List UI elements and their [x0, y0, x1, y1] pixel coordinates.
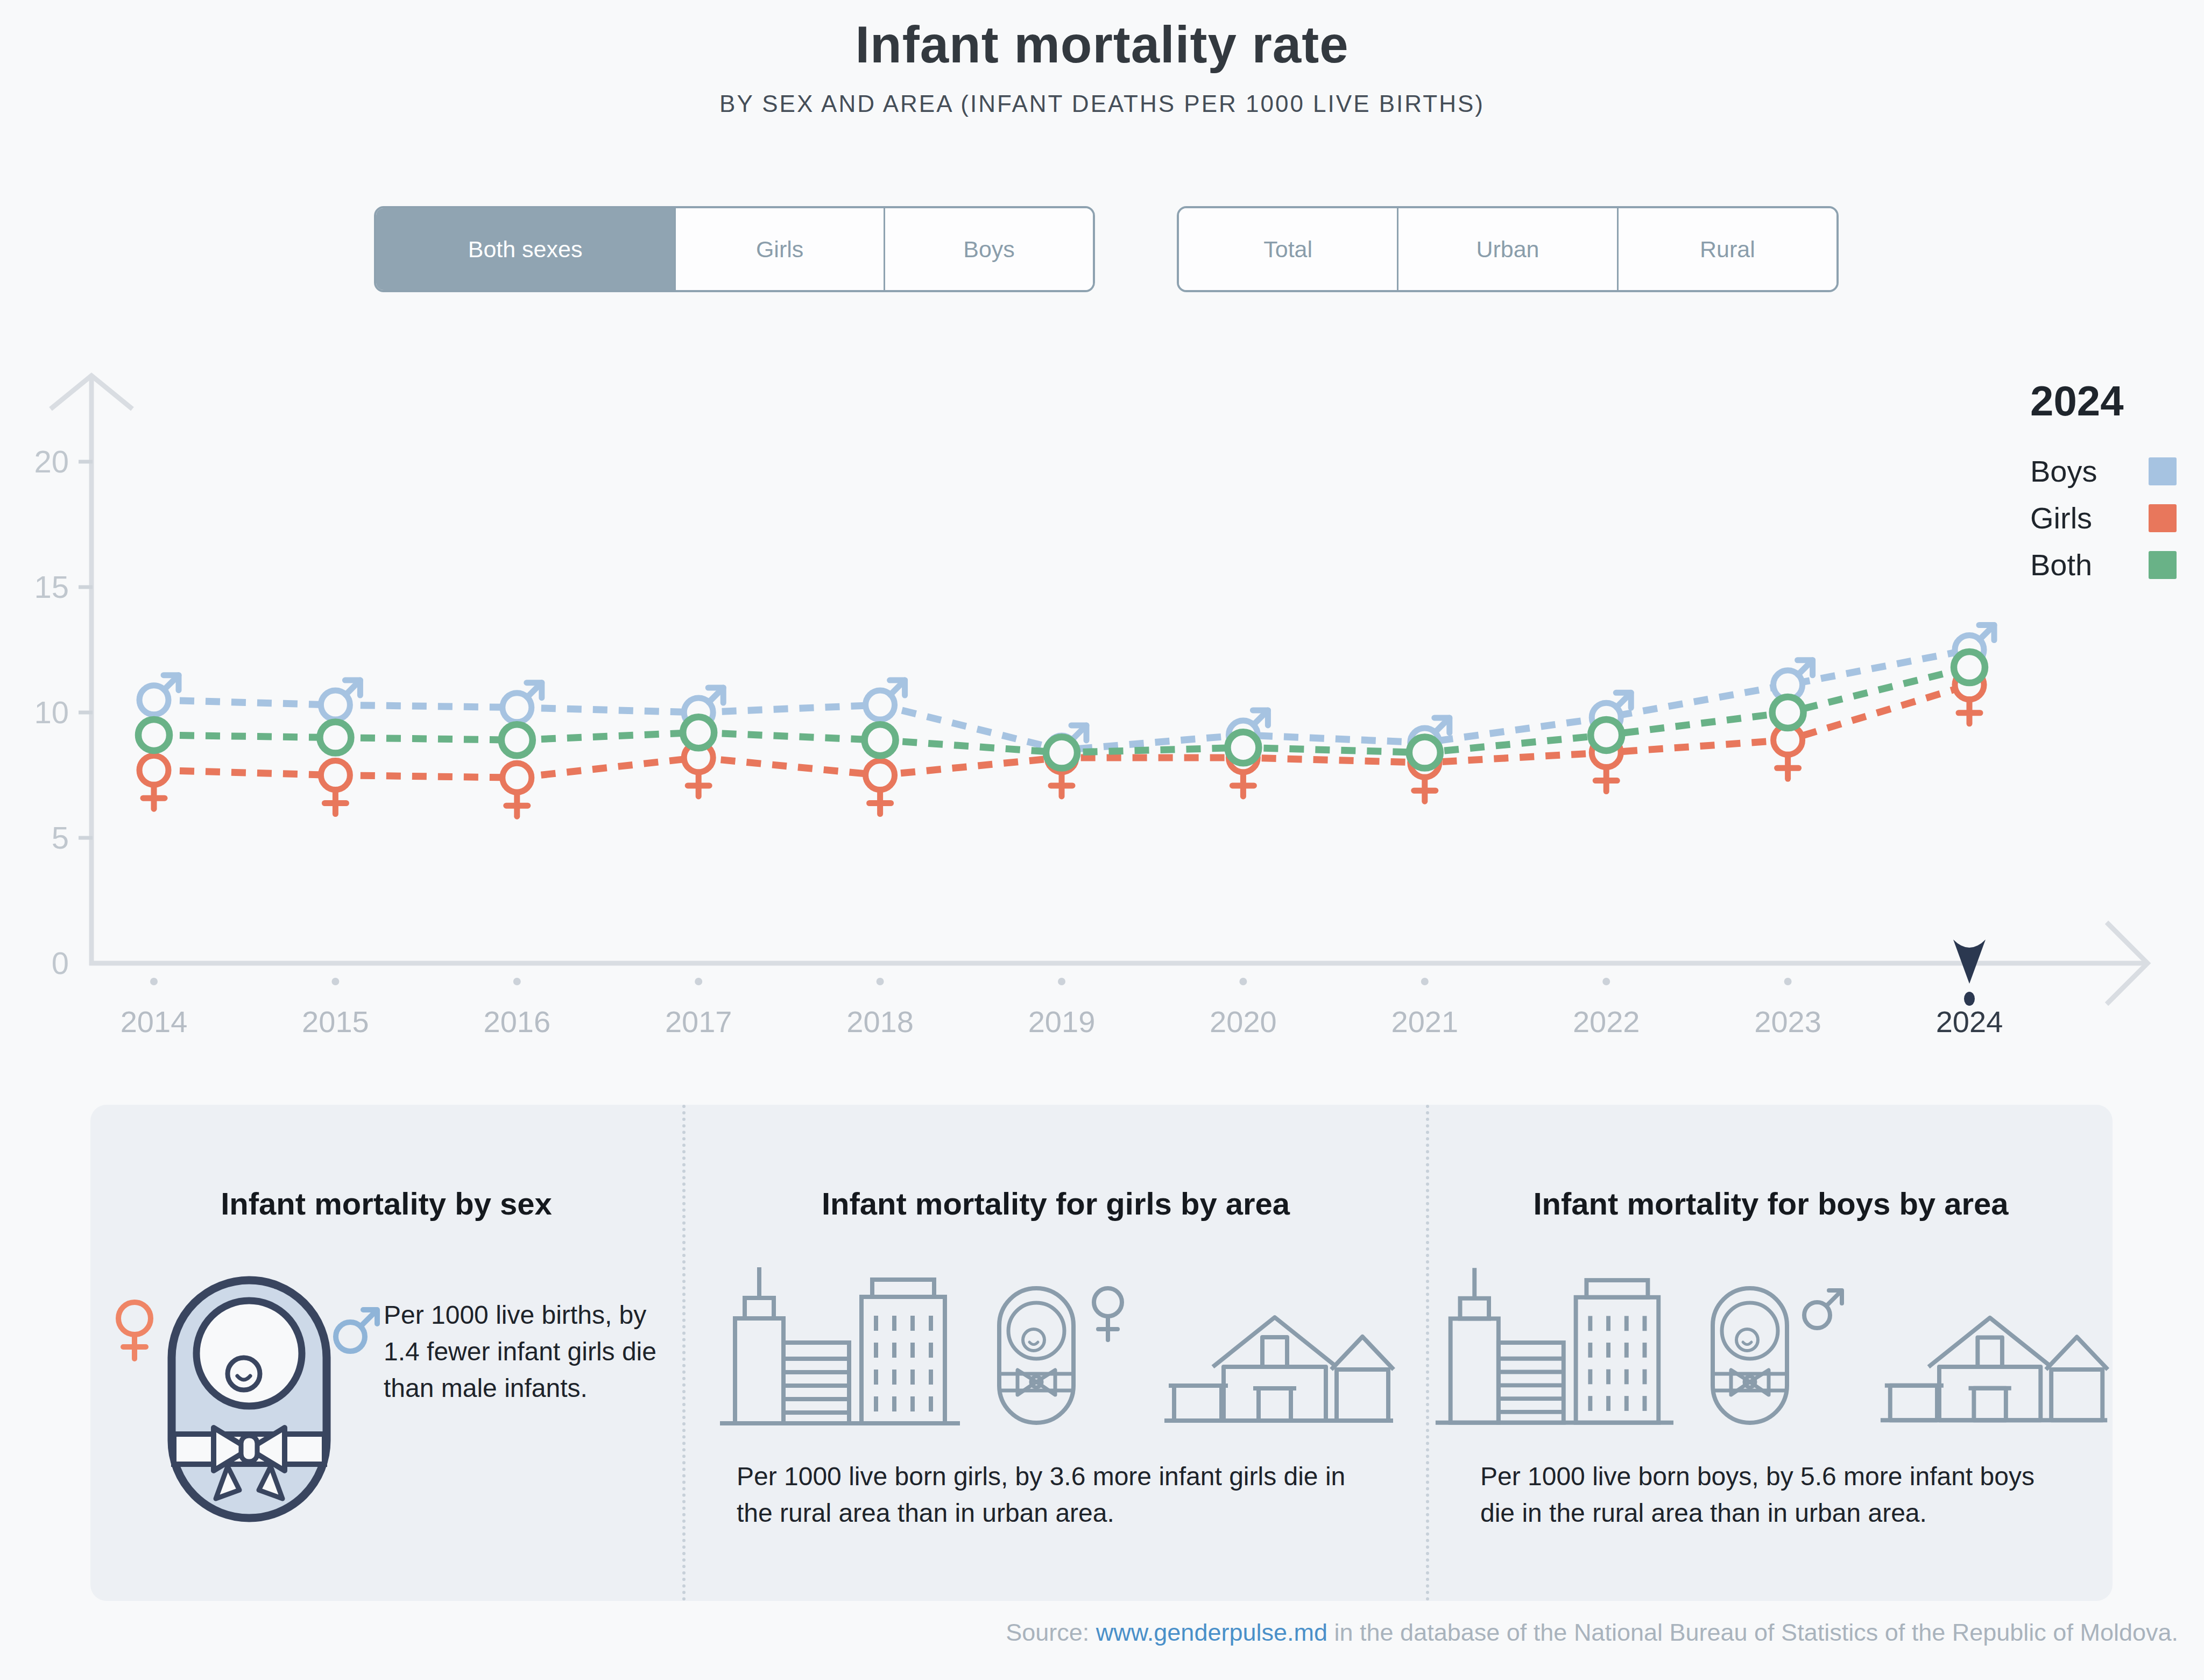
x-tick-label-2016: 2016 [484, 1005, 551, 1039]
card-text: Per 1000 live born girls, by 3.6 more in… [737, 1458, 1375, 1531]
data-point-boys-2016[interactable] [503, 683, 542, 722]
data-point-girls-2018[interactable] [866, 761, 895, 814]
y-tick-label-10: 10 [34, 695, 69, 730]
info-cards-panel: Infant mortality by sex [90, 1105, 2113, 1601]
data-point-boys-2014[interactable] [139, 675, 179, 715]
x-tick-dot [1602, 978, 1610, 985]
source-suffix: in the database of the National Bureau o… [1327, 1619, 2178, 1646]
x-tick-dot [1058, 978, 1065, 985]
data-point-both-2014[interactable] [138, 719, 169, 751]
card-title: Infant mortality for girls by area [686, 1185, 1426, 1222]
x-tick-label-2023: 2023 [1754, 1005, 1821, 1039]
x-tick-dot [1239, 978, 1247, 985]
card-text: Per 1000 live born boys, by 5.6 more inf… [1480, 1458, 2061, 1531]
data-point-girls-2023[interactable] [1774, 725, 1803, 779]
data-point-both-2019[interactable] [1046, 737, 1077, 768]
source-prefix: Source: [1006, 1619, 1096, 1646]
x-tick-label-2019: 2019 [1028, 1005, 1096, 1039]
y-tick-label-5: 5 [52, 820, 69, 855]
data-point-boys-2018[interactable] [866, 680, 905, 719]
card-mortality-by-sex: Infant mortality by sex [90, 1105, 682, 1601]
female-icon [109, 1297, 160, 1364]
x-tick-dot [513, 978, 521, 985]
x-tick-label-2015: 2015 [302, 1005, 369, 1039]
card-girls-by-area: Infant mortality for girls by area [682, 1105, 1426, 1601]
data-point-both-2021[interactable] [1409, 737, 1440, 768]
baby-icon [163, 1273, 335, 1526]
data-point-both-2020[interactable] [1227, 732, 1259, 763]
x-tick-label-2021: 2021 [1391, 1005, 1459, 1039]
male-icon [331, 1305, 382, 1356]
card-title: Infant mortality for boys by area [1429, 1185, 2113, 1222]
card-boys-by-area: Infant mortality for boys by area [1426, 1105, 2113, 1601]
source-line: Source: www.genderpulse.md in the databa… [1006, 1619, 2178, 1647]
x-tick-label-2018: 2018 [846, 1005, 914, 1039]
data-point-boys-2015[interactable] [321, 680, 360, 719]
house-icon [1875, 1313, 2113, 1426]
baby-icon [1709, 1285, 1790, 1426]
line-chart: 0 5 10 15 20 2014 2015 2016 2017 2018 2019 2020 2021… [0, 0, 2204, 1103]
data-point-both-2022[interactable] [1591, 719, 1622, 751]
data-point-both-2017[interactable] [683, 717, 714, 748]
y-tick-label-0: 0 [52, 945, 69, 980]
source-link[interactable]: www.genderpulse.md [1096, 1619, 1327, 1646]
city-icon [714, 1265, 966, 1426]
x-tick-dot [695, 978, 702, 985]
x-tick-dot [331, 978, 339, 985]
x-tick-label-2014: 2014 [121, 1005, 188, 1039]
x-tick-dot [150, 978, 158, 985]
y-tick-label-20: 20 [34, 444, 69, 479]
house-icon [1159, 1313, 1398, 1426]
baby-sex-illustration [109, 1267, 362, 1526]
data-point-girls-2014[interactable] [139, 756, 168, 809]
data-point-both-2016[interactable] [501, 724, 533, 756]
card-text: Per 1000 live births, by 1.4 fewer infan… [384, 1297, 663, 1407]
data-point-girls-2016[interactable] [503, 763, 532, 816]
data-point-girls-2015[interactable] [321, 761, 350, 814]
city-icon [1429, 1265, 1680, 1426]
y-tick-label-15: 15 [34, 569, 69, 604]
year-slider-handle[interactable] [1953, 940, 1986, 1006]
x-tick-label-2017: 2017 [665, 1005, 732, 1039]
x-tick-dot [1421, 978, 1429, 985]
x-tick-label-2022: 2022 [1573, 1005, 1640, 1039]
female-icon [1086, 1285, 1129, 1350]
data-point-both-2015[interactable] [320, 722, 351, 753]
x-tick-dot [877, 978, 884, 985]
data-point-both-2024[interactable] [1954, 652, 1985, 683]
page: Infant mortality rate BY SEX AND AREA (I… [0, 0, 2204, 1680]
baby-icon [996, 1285, 1077, 1426]
x-tick-dot [1784, 978, 1792, 985]
data-point-both-2018[interactable] [865, 724, 896, 756]
x-tick-label-2020: 2020 [1210, 1005, 1277, 1039]
data-point-both-2023[interactable] [1772, 697, 1804, 728]
male-icon [1800, 1285, 1846, 1333]
card-title: Infant mortality by sex [90, 1185, 682, 1222]
x-tick-label-2024: 2024 [1936, 1005, 2003, 1039]
